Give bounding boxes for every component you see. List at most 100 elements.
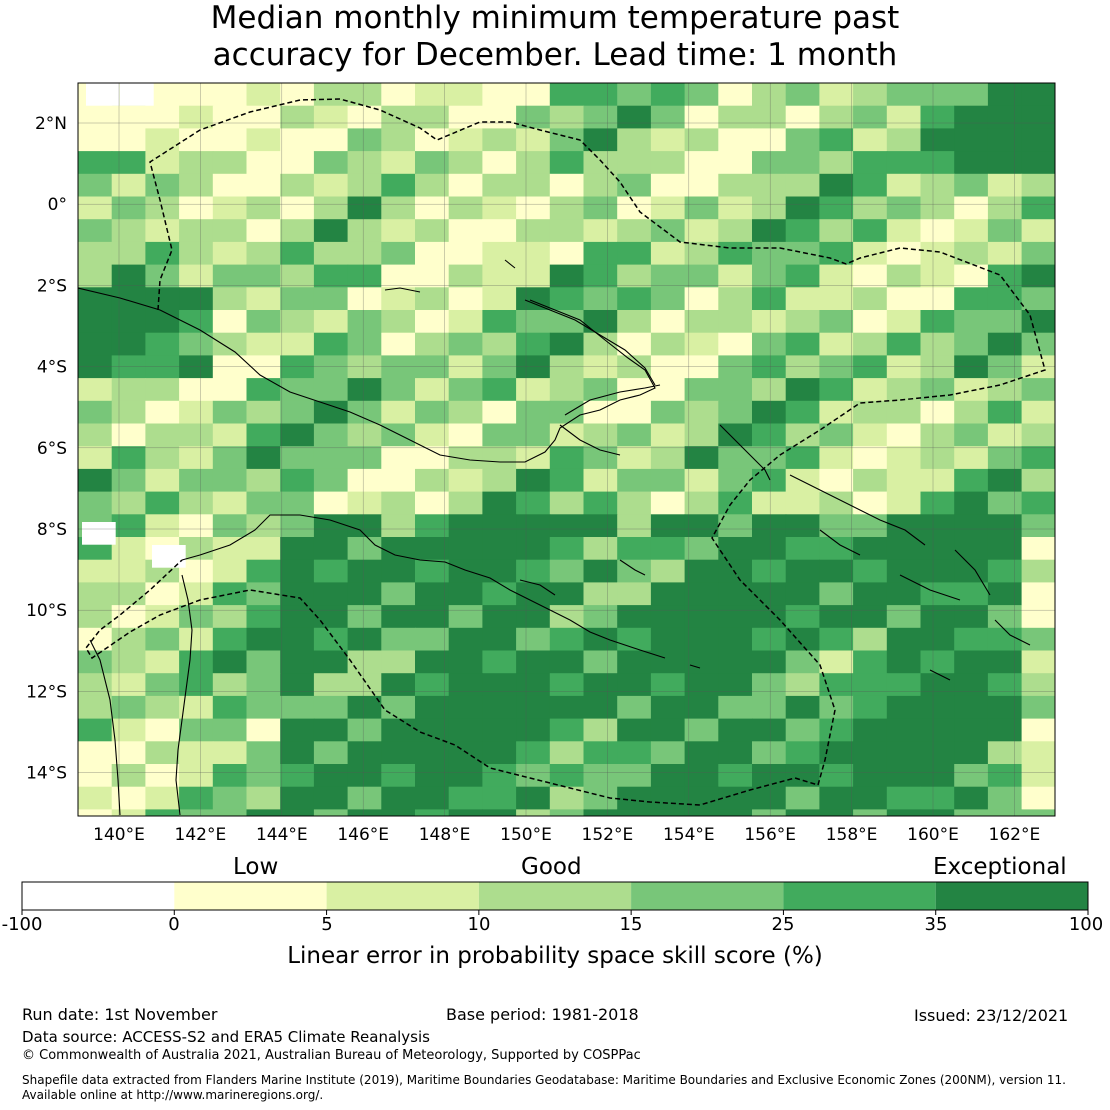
grid-cell (987, 378, 1023, 402)
map-frame (77, 82, 1056, 817)
grid-cell (752, 446, 787, 470)
grid-cell (313, 105, 349, 129)
grid-cell (381, 695, 416, 720)
grid-cell (987, 741, 1023, 765)
grid-cell (415, 105, 450, 129)
grid-cell (549, 468, 585, 493)
grid-cell (987, 491, 1023, 515)
grid-cell (684, 741, 719, 765)
grid-cell (886, 673, 922, 697)
grid-cell (853, 310, 888, 334)
colorbar-tick-label: -100 (1, 914, 43, 935)
grid-cell (954, 582, 989, 606)
grid-cell (785, 173, 820, 198)
grid-cell (954, 264, 989, 288)
grid-cell (684, 151, 719, 175)
grid-cell (1021, 241, 1055, 266)
grid-cell (920, 446, 955, 470)
grid-cell (583, 764, 618, 788)
grid-cell (280, 673, 315, 697)
grid-cell (415, 786, 450, 810)
grid-cell (785, 287, 820, 311)
grid-cell (313, 128, 349, 152)
grid-cell (920, 241, 955, 266)
grid-cell (482, 355, 517, 379)
grid-cell (583, 151, 618, 175)
grid-cell (246, 605, 281, 629)
grid-cell (212, 537, 248, 561)
grid-cell (381, 718, 416, 742)
grid-cell (111, 809, 146, 816)
grid-cell (381, 400, 416, 425)
grid-cell (954, 514, 989, 538)
grid-cell (617, 559, 652, 583)
grid-cell (448, 83, 483, 107)
grid-cell (819, 446, 854, 470)
grid-cell (785, 764, 820, 788)
grid-cell (179, 151, 214, 175)
grid-cell (482, 650, 517, 674)
grid-cell (482, 468, 517, 493)
grid-cell (179, 446, 214, 470)
grid-cell (853, 173, 888, 198)
grid-cell (650, 627, 686, 652)
grid-cell (684, 537, 719, 561)
grid-cell (482, 809, 517, 816)
grid-cell (111, 468, 146, 493)
grid-cell (650, 355, 686, 379)
grid-cell (954, 673, 989, 697)
grid-cell (617, 695, 652, 720)
grid-cell (650, 559, 686, 583)
grid-cell (347, 423, 382, 447)
coastline-new-guinea (78, 287, 656, 463)
grid-cell (78, 151, 113, 175)
grid-cell (381, 582, 416, 606)
grid-cell (684, 332, 719, 356)
grid-cell (313, 764, 349, 788)
grid-cell (987, 695, 1023, 720)
grid-cell (516, 241, 551, 266)
grid-cell (920, 650, 955, 674)
grid-cell (212, 514, 248, 538)
grid-cell (1021, 83, 1055, 107)
grid-cell (785, 310, 820, 334)
grid-cell (212, 491, 248, 515)
grid-cell (280, 310, 315, 334)
grid-cell (819, 219, 854, 243)
grid-cell (920, 491, 955, 515)
grid-cell (650, 673, 686, 697)
grid-cell (1021, 400, 1055, 425)
grid-cell (347, 241, 382, 266)
grid-cell (954, 695, 989, 720)
title-line-2: accuracy for December. Lead time: 1 mont… (212, 37, 898, 73)
grid-cell (347, 673, 382, 697)
latitude-tick-label: 4°S (37, 358, 67, 378)
grid-cell (987, 196, 1023, 220)
grid-cell (246, 582, 281, 606)
grid-cell (448, 537, 483, 561)
grid-cell (819, 264, 854, 288)
grid-cell (280, 741, 315, 765)
grid-cell (347, 650, 382, 674)
grid-cell (415, 537, 450, 561)
grid-cell (785, 83, 820, 107)
grid-cell (415, 764, 450, 788)
grid-cell (1021, 310, 1055, 334)
grid-cell (482, 718, 517, 742)
grid-cell (718, 764, 753, 788)
grid-cell (347, 355, 382, 379)
grid-cell (145, 219, 180, 243)
grid-cell (853, 400, 888, 425)
grid-cell (920, 673, 955, 697)
grid-cell (179, 809, 214, 816)
colorbar-segment (326, 882, 479, 910)
grid-cell (987, 332, 1023, 356)
grid-cell (78, 287, 113, 311)
grid-cell (347, 219, 382, 243)
grid-cell (1021, 287, 1055, 311)
grid-cell (684, 173, 719, 198)
grid-cell (212, 241, 248, 266)
grid-cell (516, 650, 551, 674)
grid-cell (785, 423, 820, 447)
grid-cell (246, 423, 281, 447)
